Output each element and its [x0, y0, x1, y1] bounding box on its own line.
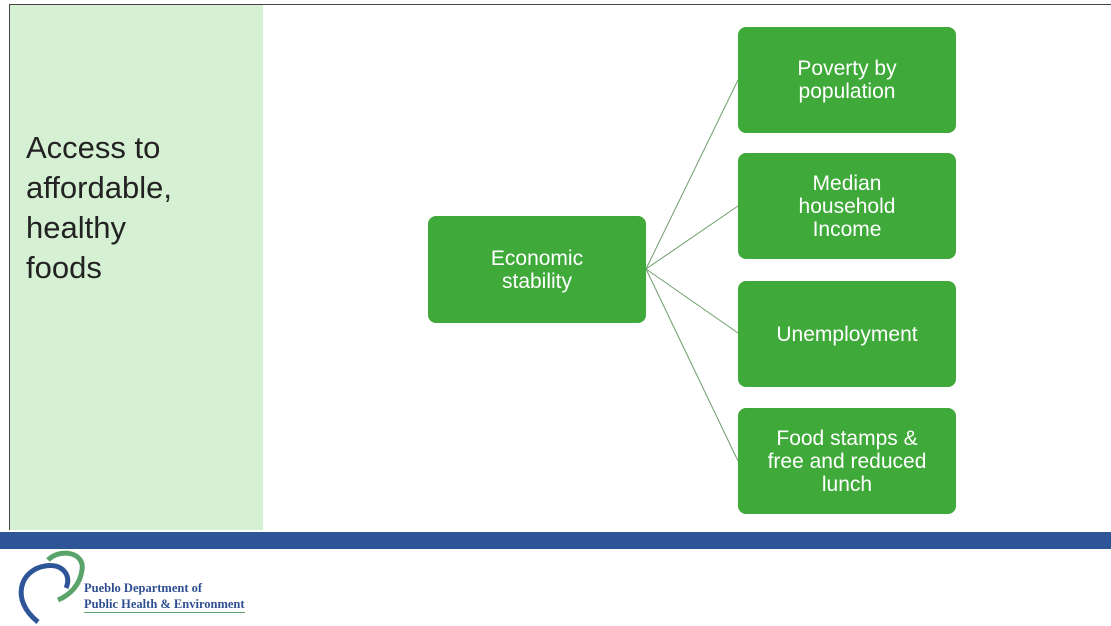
- title-line: foods: [26, 250, 102, 285]
- node-line: stability: [501, 269, 573, 293]
- child-node: Poverty by population: [738, 27, 956, 133]
- connector: [645, 268, 739, 462]
- node-line: Unemployment: [776, 322, 918, 346]
- logo-swoosh: [46, 550, 85, 603]
- title-line: Access to: [26, 130, 161, 165]
- node-line: Income: [812, 217, 882, 241]
- node-line: Economic: [490, 246, 584, 270]
- sidebar: [10, 5, 263, 530]
- title-line: healthy: [26, 210, 126, 245]
- node-line: household: [798, 194, 896, 218]
- node-line: population: [798, 80, 896, 103]
- logo-text: Pueblo Department of Public Health & Envi…: [84, 580, 245, 613]
- connector: [645, 268, 739, 334]
- connector: [645, 205, 739, 270]
- node-line: Food stamps &: [776, 426, 918, 450]
- child-node: Food stamps & free and reduced lunch: [738, 408, 956, 514]
- child-node: Unemployment: [738, 281, 956, 387]
- logo-swoosh: [18, 563, 71, 624]
- sidebar-title: Access to affordable, healthy foods: [26, 128, 172, 288]
- logo-line: Pueblo Department of: [84, 581, 203, 595]
- node-line: Poverty by: [797, 57, 897, 80]
- node-line: Median: [812, 171, 882, 195]
- node-line: free and reduced: [767, 449, 927, 473]
- root-node: Economic stability: [428, 216, 646, 323]
- connector: [645, 79, 739, 270]
- logo-mark: [18, 550, 85, 624]
- footer-band: [0, 532, 1111, 549]
- title-line: affordable,: [26, 170, 172, 205]
- slide-frame: [9, 4, 1111, 530]
- child-node: Median household Income: [738, 153, 956, 259]
- node-line: lunch: [821, 472, 873, 496]
- connector-lines: [645, 79, 739, 462]
- logo-line: Public Health & Environment: [84, 597, 245, 613]
